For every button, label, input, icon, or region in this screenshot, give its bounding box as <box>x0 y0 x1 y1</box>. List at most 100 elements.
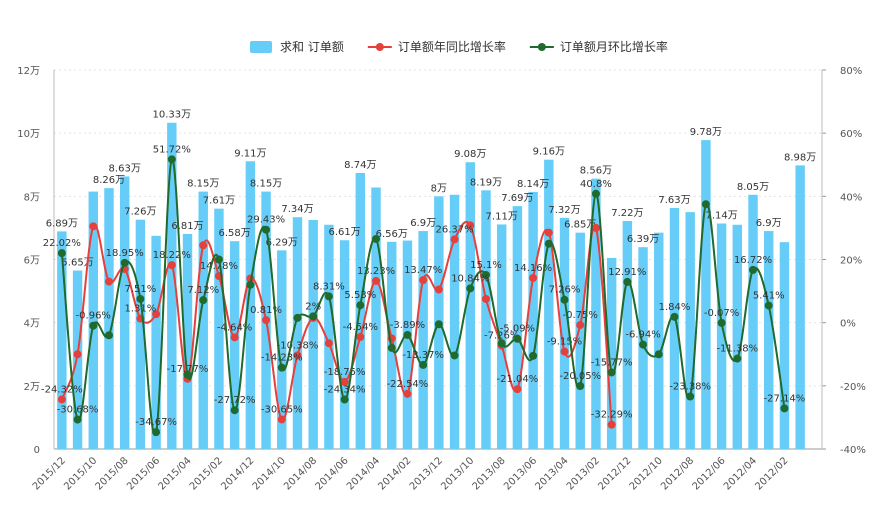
y2-tick-label: 80% <box>840 66 862 77</box>
line-point <box>466 221 475 230</box>
bar <box>135 219 146 449</box>
line-label: -11.38% <box>716 344 758 355</box>
line-point <box>230 333 239 342</box>
bar <box>654 232 664 449</box>
line-point <box>544 228 553 237</box>
line-label: -14.23% <box>261 353 303 364</box>
line-point <box>199 296 208 305</box>
x-tick-label: 2015/04 <box>156 455 193 492</box>
line-label: 7.26% <box>549 285 581 296</box>
line-label: 18.22% <box>153 250 191 261</box>
line-point <box>152 428 161 437</box>
line-point <box>309 312 318 321</box>
x-tick-label: 2013/08 <box>471 455 508 492</box>
x-tick-label: 2012/04 <box>722 455 759 492</box>
bar-label: 9.08万 <box>454 149 486 160</box>
bar <box>465 162 475 449</box>
line-point <box>481 294 490 303</box>
line-point <box>262 316 271 325</box>
line-label: -18.75% <box>324 367 366 378</box>
line-point <box>497 339 506 348</box>
line-label: -3.89% <box>390 320 425 331</box>
line-point <box>733 354 742 363</box>
y-tick-label: 10万 <box>17 129 40 140</box>
line-point <box>639 340 648 349</box>
line-point <box>104 277 113 286</box>
bar <box>104 188 114 449</box>
line-label: -20.05% <box>559 371 601 382</box>
line-point <box>544 239 553 248</box>
y2-tick-label: 60% <box>840 129 862 140</box>
bar-label: 8.05万 <box>737 182 769 193</box>
line-point <box>576 381 585 390</box>
line-label: -24.34% <box>324 385 366 396</box>
y-tick-label: 2万 <box>24 382 40 393</box>
line-point <box>513 385 522 394</box>
legend-item: 订单额月环比增长率 <box>529 39 668 54</box>
y-tick-label: 4万 <box>24 319 40 330</box>
line-point <box>529 273 538 282</box>
x-tick-label: 2014/06 <box>314 455 351 492</box>
bar-label: 6.58万 <box>219 228 251 239</box>
line-point <box>167 261 176 270</box>
line-label: 1.31% <box>125 304 157 315</box>
bar <box>795 165 805 450</box>
line-point <box>481 270 490 279</box>
line-point <box>607 368 616 377</box>
bar <box>732 224 743 449</box>
bar-label: 8.56万 <box>580 166 612 177</box>
line-label: 0.81% <box>250 305 282 316</box>
bar-label: 7.69万 <box>501 193 533 204</box>
line-point <box>293 351 302 360</box>
bar <box>402 240 413 449</box>
y2-tick-label: -40% <box>840 445 866 456</box>
line-point <box>466 284 475 293</box>
bar-label: 9.78万 <box>690 127 722 138</box>
bar <box>418 231 428 449</box>
line-label: -27.14% <box>764 393 806 404</box>
legend-label: 订单额年同比增长率 <box>398 39 506 54</box>
line-label: -0.07% <box>704 308 739 319</box>
line-label: 8.31% <box>313 281 345 292</box>
bar <box>339 240 350 449</box>
legend-item: 求和 订单额 <box>250 40 344 54</box>
line-point <box>403 330 412 339</box>
line-label: 51.72% <box>153 144 191 155</box>
line-point <box>764 301 773 310</box>
line-point <box>560 347 569 356</box>
bar-label: 8.15万 <box>250 179 282 190</box>
line-point <box>73 415 82 424</box>
y-tick-label: 0 <box>34 445 40 456</box>
line-point <box>434 285 443 294</box>
bar-label: 7.26万 <box>124 207 156 218</box>
x-tick-label: 2013/06 <box>502 455 539 492</box>
bar-label: 7.63万 <box>658 195 690 206</box>
bar <box>182 233 193 449</box>
line-point <box>701 200 710 209</box>
line-label: 7.51% <box>125 284 157 295</box>
line-label: -30.68% <box>57 405 99 416</box>
line-label: -34.67% <box>135 417 177 428</box>
bar-label: 9.16万 <box>533 147 565 158</box>
line-point <box>262 225 271 234</box>
y2-tick-label: 40% <box>840 192 862 203</box>
line-label: -4.64% <box>217 322 252 333</box>
x-tick-label: 2015/02 <box>188 455 225 492</box>
line-point <box>340 377 349 386</box>
line-label: 26.37% <box>435 224 473 235</box>
bar <box>559 217 570 449</box>
line-point <box>654 350 663 359</box>
line-label: 14.16% <box>514 263 552 274</box>
line-label: 15.1% <box>470 260 502 271</box>
bar-label: 7.32万 <box>548 205 580 216</box>
line-point <box>513 334 522 343</box>
line-point <box>623 277 632 286</box>
bar <box>151 235 161 449</box>
line-point <box>246 280 255 289</box>
line-point <box>293 313 302 322</box>
bar-label: 6.39万 <box>627 234 659 245</box>
bar-label: 6.89万 <box>46 218 78 229</box>
bar-label: 7.14万 <box>705 210 737 221</box>
x-tick-label: 2012/08 <box>659 455 696 492</box>
bar-label: 6.29万 <box>266 237 298 248</box>
